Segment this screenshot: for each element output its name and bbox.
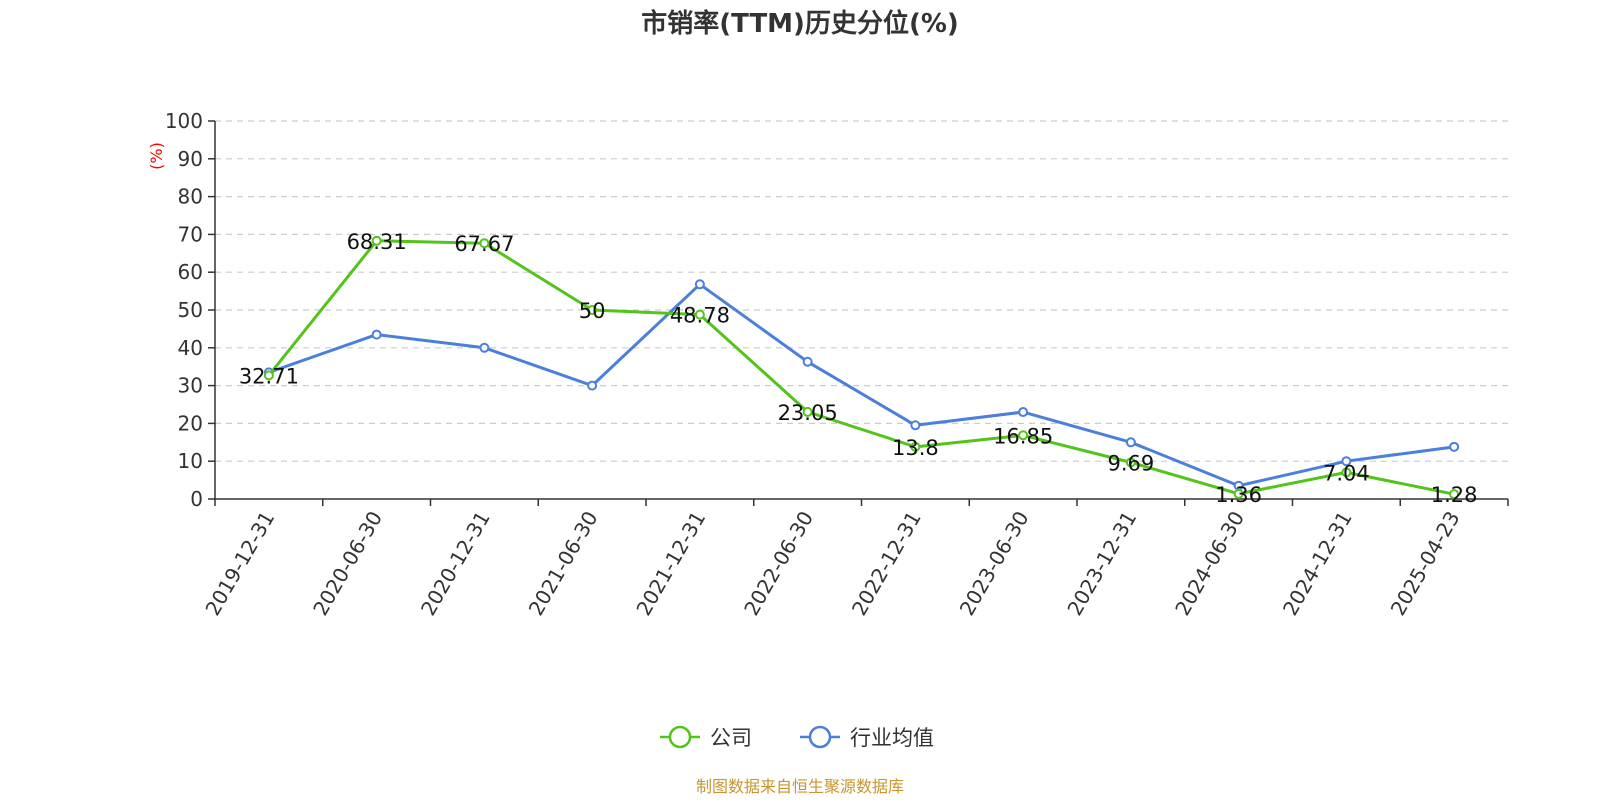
y-tick-label: 80 <box>178 185 203 209</box>
data-point[interactable] <box>1341 467 1352 478</box>
legend-item-1[interactable]: 行业均值 <box>800 725 934 750</box>
data-point[interactable] <box>694 309 705 320</box>
gridlines <box>215 120 1508 462</box>
data-labels: 32.71 68.31 67.67 50 48.78 23.05 13.8 16.85 9.69… <box>239 230 1478 507</box>
data-point[interactable] <box>802 356 813 367</box>
y-tick-label: 50 <box>178 298 203 322</box>
x-tick-label: 2022-12-31 <box>847 507 926 620</box>
x-tick-label: 2023-12-31 <box>1062 507 1141 620</box>
x-tick-label: 2024-12-31 <box>1278 507 1357 620</box>
y-tick-label: 0 <box>190 487 203 511</box>
data-point[interactable] <box>1341 456 1352 467</box>
x-tick-label: 2020-12-31 <box>416 507 495 620</box>
y-axis-unit-label: (%) <box>147 142 166 170</box>
data-point[interactable] <box>1125 457 1136 468</box>
x-tick-label: 2024-06-30 <box>1170 507 1249 620</box>
data-point[interactable] <box>910 420 921 431</box>
data-point[interactable] <box>1449 441 1460 452</box>
x-tick-label: 2020-06-30 <box>308 507 387 620</box>
data-point[interactable] <box>802 406 813 417</box>
data-point[interactable] <box>910 441 921 452</box>
data-point[interactable] <box>1018 430 1029 441</box>
series-line <box>268 282 1455 488</box>
x-tick-label: 2022-06-30 <box>739 507 818 620</box>
data-point[interactable] <box>587 305 598 315</box>
series-1 <box>263 279 1460 491</box>
y-tick-label: 40 <box>178 336 203 360</box>
x-tick-label: 2019-12-31 <box>200 507 279 620</box>
legend-marker-icon <box>808 725 832 749</box>
data-point[interactable] <box>1449 489 1460 500</box>
data-point[interactable] <box>263 370 274 381</box>
data-point[interactable] <box>1125 437 1136 448</box>
y-tick-label: 60 <box>178 260 203 284</box>
data-label: 32.71 <box>239 364 299 388</box>
legend-label: 公司 <box>710 726 752 750</box>
data-label: 1.28 <box>1431 483 1478 507</box>
data-label: 48.78 <box>670 304 730 328</box>
x-tick-label: 2021-12-31 <box>631 507 710 620</box>
series-group <box>263 235 1460 500</box>
data-point[interactable] <box>1018 407 1029 418</box>
y-tick-label: 20 <box>178 411 203 435</box>
x-tick-label: 2023-06-30 <box>955 507 1034 620</box>
y-tick-label: 30 <box>178 374 203 398</box>
y-tick-label: 10 <box>178 449 203 473</box>
y-tick-label: 100 <box>165 109 203 133</box>
legend-label: 行业均值 <box>850 726 934 750</box>
data-label: 68.31 <box>347 230 407 254</box>
data-point[interactable] <box>694 279 705 290</box>
data-label: 7.04 <box>1323 461 1370 485</box>
y-tick-label: 90 <box>178 147 203 171</box>
legend-item-0[interactable]: 公司 <box>660 725 752 750</box>
data-point[interactable] <box>479 342 490 353</box>
data-label: 16.85 <box>993 424 1053 448</box>
chart-title: 市销率(TTM)历史分位(%) <box>641 8 959 39</box>
data-label: 13.8 <box>892 436 939 460</box>
axes: 0 10 20 30 40 50 60 70 80 90 100 2019-12-31 2020-06-… <box>165 109 1509 620</box>
legend-marker-icon <box>668 725 692 749</box>
data-point[interactable] <box>371 329 382 340</box>
data-label: 9.69 <box>1107 451 1154 475</box>
data-label: 23.05 <box>778 401 838 425</box>
data-label: 1.36 <box>1215 483 1262 507</box>
data-point[interactable] <box>587 380 598 391</box>
data-point[interactable] <box>479 238 490 249</box>
y-tick-label: 70 <box>178 222 203 246</box>
series-0 <box>263 235 1460 500</box>
data-point[interactable] <box>371 235 382 246</box>
source-note: 制图数据来自恒生聚源数据库 <box>696 777 904 796</box>
legend[interactable]: 公司 行业均值 <box>660 725 934 750</box>
x-tick-label: 2021-06-30 <box>524 507 603 620</box>
data-label: 50 <box>579 299 606 323</box>
x-tick-label: 2025-04-23 <box>1386 507 1465 620</box>
data-label: 67.67 <box>454 232 514 256</box>
data-point[interactable] <box>1233 488 1244 499</box>
series-line <box>267 239 1455 496</box>
